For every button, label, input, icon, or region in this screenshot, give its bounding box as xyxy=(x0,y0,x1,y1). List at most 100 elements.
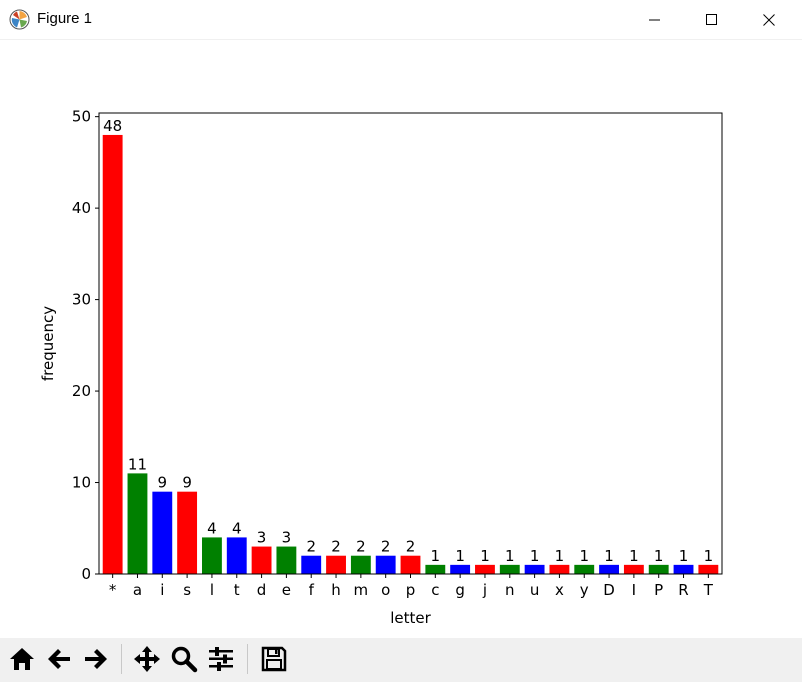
y-tick-label: 10 xyxy=(72,474,91,492)
bar-value-label: 1 xyxy=(505,547,515,565)
bar-value-label: 2 xyxy=(306,538,316,556)
bar-value-label: 4 xyxy=(232,519,242,537)
bar-D xyxy=(599,564,619,574)
bar-T xyxy=(698,564,719,574)
y-ticks-group: 0 10 20 30 40 50 xyxy=(72,108,99,583)
x-ticks-group: * a i s l t d e f h m o p c g j n u x y D I P R T xyxy=(109,574,714,599)
zoom-button[interactable] xyxy=(168,642,200,676)
bar-value-label: 1 xyxy=(654,547,664,565)
bar-value-label: 1 xyxy=(579,547,589,565)
forward-button[interactable] xyxy=(80,642,112,676)
close-button[interactable] xyxy=(746,0,792,40)
title-bar: Figure 1 xyxy=(0,0,802,40)
y-axis-label: frequency xyxy=(39,306,57,381)
y-tick-label: 0 xyxy=(81,565,91,583)
x-tick-label: a xyxy=(133,581,142,599)
bar-a xyxy=(127,473,148,574)
bar-value-label: 1 xyxy=(629,547,639,565)
configure-subplots-button[interactable] xyxy=(205,642,237,676)
x-tick-label: P xyxy=(654,581,663,599)
bar-value-label: 1 xyxy=(679,547,689,565)
bar-u xyxy=(524,564,545,574)
bar-p xyxy=(400,555,421,574)
x-tick-label: f xyxy=(309,581,315,599)
matplotlib-logo-icon xyxy=(9,9,30,30)
home-button[interactable] xyxy=(6,642,38,676)
bar-value-label: 3 xyxy=(282,529,292,547)
maximize-button[interactable] xyxy=(689,0,735,40)
x-tick-label: p xyxy=(406,581,416,599)
bar-h xyxy=(326,555,346,574)
bar-value-label: 2 xyxy=(356,538,366,556)
y-tick-label: 20 xyxy=(72,382,91,400)
figure-canvas: 48 11 9 9 4 4 3 3 2 2 2 2 2 1 1 1 1 1 1 1 1 1 1 1 1 0 10 20 30 40 50 … xyxy=(0,40,802,638)
x-tick-label: x xyxy=(555,581,564,599)
pan-icon xyxy=(134,646,160,672)
x-tick-label: * xyxy=(109,581,117,599)
home-icon xyxy=(10,648,34,670)
x-tick-label: t xyxy=(234,581,240,599)
x-tick-label: I xyxy=(632,581,636,599)
toolbar xyxy=(0,638,802,682)
bar-value-label: 48 xyxy=(103,117,122,135)
bar-P xyxy=(648,564,669,574)
x-tick-label: o xyxy=(381,581,390,599)
x-tick-label: h xyxy=(331,581,341,599)
x-tick-label: n xyxy=(505,581,515,599)
bar-value-label: 4 xyxy=(207,519,217,537)
x-tick-label: c xyxy=(431,581,439,599)
bar-d xyxy=(251,546,272,574)
forward-arrow-icon xyxy=(85,649,107,669)
configure-subplots-icon xyxy=(209,647,233,671)
bar-n xyxy=(499,564,520,574)
window-title: Figure 1 xyxy=(37,10,93,27)
x-tick-label: y xyxy=(580,581,589,599)
bar-t xyxy=(226,537,247,574)
bar-g xyxy=(450,564,471,574)
bar-value-label: 9 xyxy=(182,474,192,492)
bar-value-label: 3 xyxy=(257,529,267,547)
y-tick-label: 30 xyxy=(72,291,91,309)
close-icon xyxy=(763,14,775,26)
save-button[interactable] xyxy=(258,642,290,676)
save-icon xyxy=(261,646,287,672)
bar-x xyxy=(549,564,570,574)
toolbar-separator xyxy=(247,644,248,674)
bars-group xyxy=(102,134,719,574)
bar-value-label: 11 xyxy=(128,455,147,473)
x-tick-label: j xyxy=(482,581,487,599)
bar-value-label: 1 xyxy=(555,547,565,565)
x-tick-label: u xyxy=(530,581,540,599)
bar-m xyxy=(350,555,371,574)
bar-value-label: 1 xyxy=(431,547,441,565)
bar-I xyxy=(623,564,644,574)
bar-f xyxy=(301,555,322,574)
bar-value-label: 1 xyxy=(455,547,465,565)
zoom-icon xyxy=(171,646,198,673)
bar-j xyxy=(475,564,495,574)
bar-value-label: 1 xyxy=(530,547,540,565)
back-button[interactable] xyxy=(43,642,75,676)
x-tick-label: s xyxy=(183,581,191,599)
x-tick-label: R xyxy=(678,581,688,599)
bar-s xyxy=(177,491,198,574)
toolbar-separator xyxy=(121,644,122,674)
bar-l xyxy=(202,537,222,574)
minimize-icon xyxy=(649,19,660,21)
x-tick-label: i xyxy=(160,581,164,599)
x-tick-label: l xyxy=(210,581,214,599)
x-tick-label: e xyxy=(282,581,291,599)
maximize-icon xyxy=(706,14,717,25)
bar-value-label: 2 xyxy=(381,538,391,556)
y-tick-label: 50 xyxy=(72,108,91,126)
bar-R xyxy=(673,564,694,574)
minimize-button[interactable] xyxy=(632,0,678,40)
title-bar-divider xyxy=(0,39,802,40)
pan-button[interactable] xyxy=(131,642,163,676)
y-tick-label: 40 xyxy=(72,199,91,217)
bar-e xyxy=(276,546,297,574)
bar-o xyxy=(375,555,396,574)
bar-value-label: 2 xyxy=(331,538,341,556)
